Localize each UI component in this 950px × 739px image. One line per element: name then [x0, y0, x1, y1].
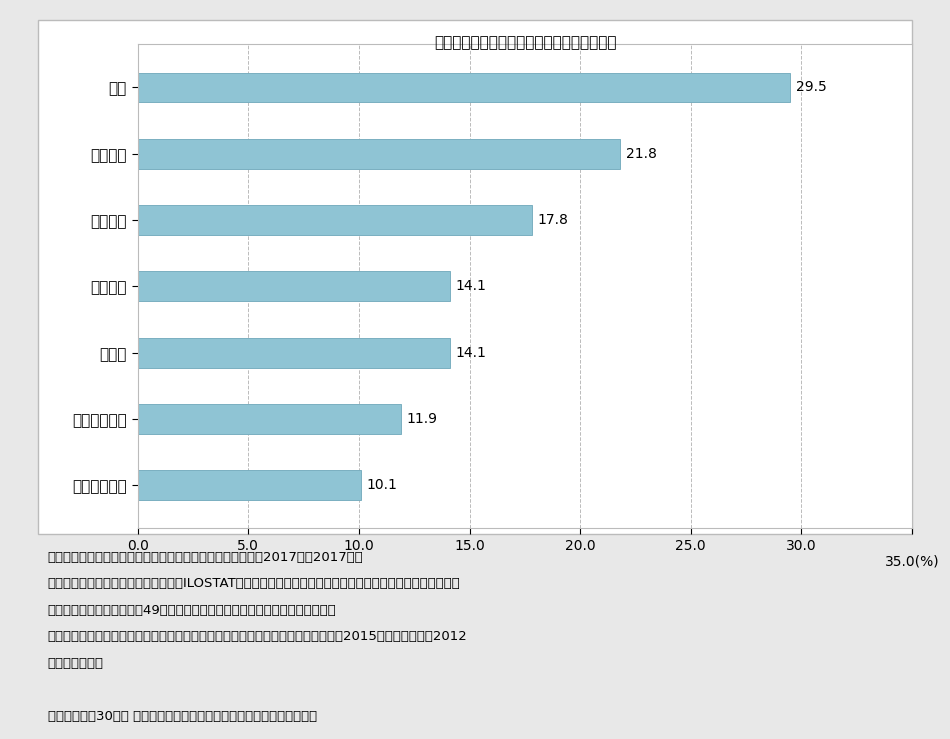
Bar: [138, 139, 620, 168]
Text: の区分である週49時間以上を指す。原則、全産業、就業者を対象。: の区分である週49時間以上を指す。原則、全産業、就業者を対象。: [48, 604, 336, 617]
Text: 11.9: 11.9: [407, 412, 438, 426]
Bar: [138, 470, 361, 500]
Text: 10.1: 10.1: [367, 478, 398, 492]
Text: 17.8: 17.8: [537, 213, 568, 227]
Text: 35.0(%): 35.0(%): [884, 555, 940, 569]
Text: 14.1: 14.1: [455, 346, 486, 360]
Bar: [138, 404, 401, 434]
Text: 注：１．　ここでいう長時間とは、ILOSTATの労働時間別就業者統計において、上記掲載国に共通する最長: 注：１． ここでいう長時間とは、ILOSTATの労働時間別就業者統計において、上…: [48, 577, 460, 590]
Bar: [138, 271, 449, 302]
Text: 年。: 年。: [48, 657, 104, 670]
Text: ２．　日本、フランス、イギリス、ドイツ、フィンランド、スウェーデンは2015年、アメリカは2012: ２． 日本、フランス、イギリス、ドイツ、フィンランド、スウェーデンは2015年、…: [48, 630, 467, 644]
Text: 資料：労働政策研究・研修機構「データブック国際労働比較2017」（2017年）: 資料：労働政策研究・研修機構「データブック国際労働比較2017」（2017年）: [48, 551, 363, 564]
Bar: [138, 72, 790, 103]
Bar: [138, 205, 531, 235]
Text: 出典：「平成30年度 少子化対策社会白書」（内閣府）より加工して作成: 出典：「平成30年度 少子化対策社会白書」（内閣府）より加工して作成: [48, 710, 316, 723]
Text: 21.8: 21.8: [625, 147, 656, 161]
Text: 29.5: 29.5: [796, 81, 826, 95]
Text: 男性就業者の長時間労働の割合（国際比較）: 男性就業者の長時間労働の割合（国際比較）: [434, 35, 617, 50]
Bar: [138, 338, 449, 367]
Text: 14.1: 14.1: [455, 279, 486, 293]
